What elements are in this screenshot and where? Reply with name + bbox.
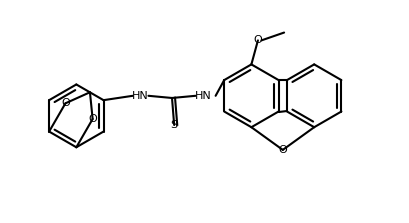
Text: O: O [61, 98, 70, 108]
Text: S: S [170, 120, 178, 130]
Text: O: O [253, 35, 262, 45]
Text: O: O [88, 114, 97, 124]
Text: O: O [278, 145, 286, 155]
Text: HN: HN [132, 91, 148, 101]
Text: HN: HN [195, 91, 211, 101]
